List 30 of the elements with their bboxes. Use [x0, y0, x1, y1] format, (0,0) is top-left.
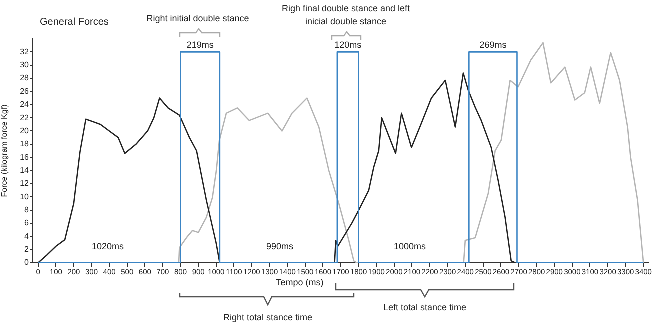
y-tick-label: 4 — [24, 232, 30, 241]
y-tick-label: 2 — [24, 245, 30, 254]
chart-title: General Forces — [40, 16, 109, 28]
text: Right initial double stance — [146, 13, 250, 24]
x-axis-title: Tempo (ms) — [276, 277, 324, 288]
y-tick-label: 16 — [20, 152, 30, 162]
y-tick-label: 26 — [20, 86, 30, 96]
annotation: 1020ms — [92, 241, 125, 252]
y-tick-label: 8 — [24, 205, 30, 214]
annotation: 1000ms — [394, 241, 427, 252]
y-tick-label: 10 — [20, 192, 30, 202]
annotation: 120ms — [334, 40, 362, 50]
annotation: 990ms — [266, 241, 294, 252]
y-tick-label: 28 — [20, 74, 30, 83]
y-tick-label: 18 — [20, 140, 30, 149]
annotation: 269ms — [480, 40, 508, 50]
y-tick-label: 6 — [24, 218, 30, 228]
y-tick-label: 20 — [20, 126, 30, 136]
annotation: 219ms — [186, 40, 214, 50]
y-tick-label: 32 — [20, 47, 30, 56]
y-tick-label: 0 — [24, 258, 30, 268]
y-tick-label: 22 — [20, 113, 30, 122]
y-tick-label: 24 — [20, 100, 30, 110]
text: Left total stance time — [383, 302, 467, 312]
text: Right total stance time — [223, 312, 313, 322]
text: Righ final double stance and left inicial double stance — [282, 3, 411, 26]
y-tick-label: 14 — [20, 166, 30, 175]
y-tick-label: 30 — [20, 60, 30, 70]
y-axis-title: Force (kilogram force Kgf) — [0, 104, 10, 198]
y-tick-label: 12 — [20, 179, 30, 188]
